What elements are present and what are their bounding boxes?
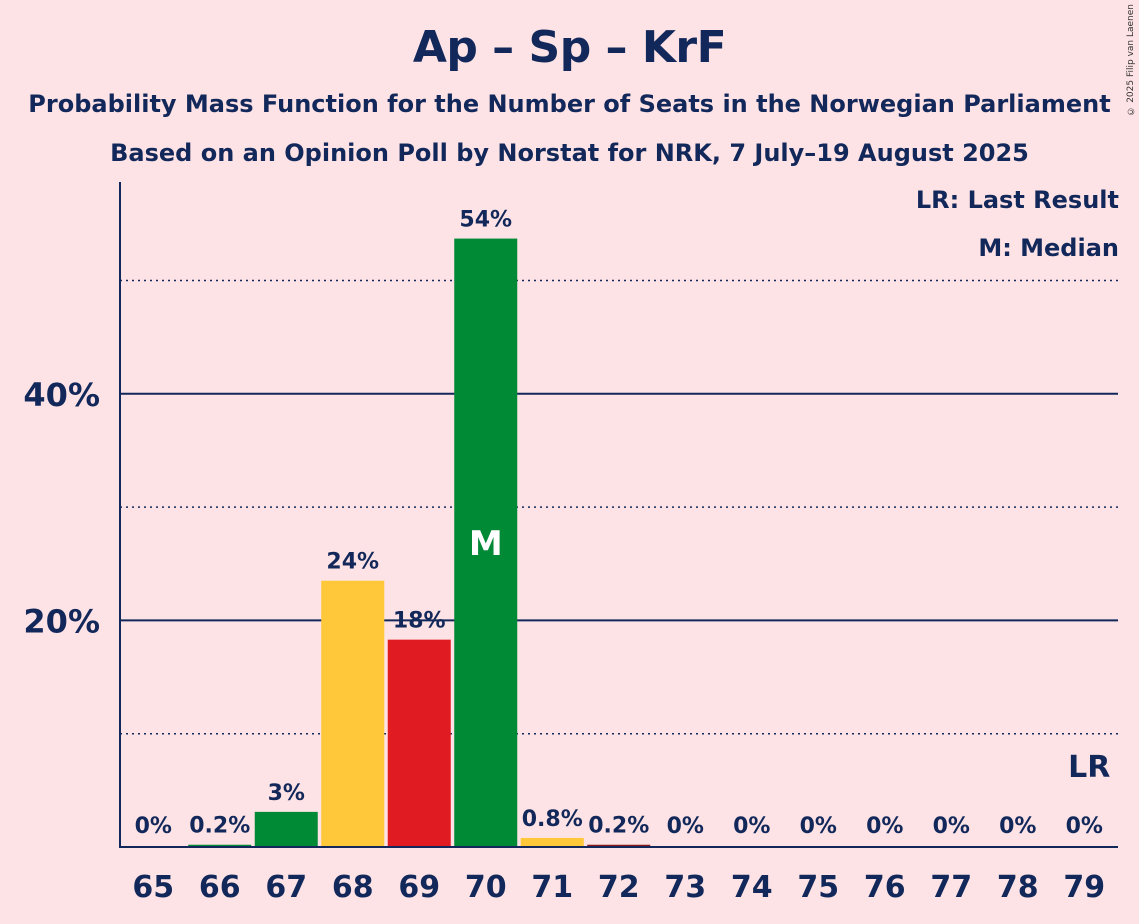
x-tick-label: 70: [465, 870, 507, 905]
x-tick-label: 73: [664, 870, 706, 905]
value-label-78: 0%: [999, 814, 1036, 839]
x-tick-label: 67: [265, 870, 307, 905]
x-tick-label: 79: [1063, 870, 1105, 905]
bar-71: [520, 837, 584, 847]
x-tick-label: 75: [797, 870, 839, 905]
value-label-65: 0%: [135, 814, 172, 839]
bar-69: [387, 639, 451, 847]
last-result-marker: LR: [1068, 750, 1110, 785]
chart-title: Ap – Sp – KrF: [412, 22, 727, 73]
x-tick-label: 77: [930, 870, 972, 905]
bars: [188, 238, 651, 848]
y-tick-label: 20%: [23, 602, 100, 640]
value-label-74: 0%: [733, 814, 770, 839]
bar-68: [321, 580, 385, 847]
legend-last-result: LR: Last Result: [915, 186, 1119, 214]
value-label-73: 0%: [667, 814, 704, 839]
value-label-75: 0%: [800, 814, 837, 839]
y-tick-label: 40%: [23, 376, 100, 414]
x-tick-label: 69: [398, 870, 440, 905]
chart-subtitle: Probability Mass Function for the Number…: [28, 90, 1111, 118]
x-tick-label: 78: [997, 870, 1039, 905]
value-label-69: 18%: [393, 609, 446, 634]
value-label-67: 3%: [268, 781, 305, 806]
value-label-68: 24%: [326, 550, 379, 575]
x-tick-label: 66: [199, 870, 241, 905]
value-label-66: 0.2%: [189, 814, 250, 839]
value-label-70: 54%: [459, 208, 512, 233]
bar-67: [254, 811, 318, 847]
value-labels: 0% 65 0.2% 66 3% 67 24% 68 18% 69 54% 70 M 0.8% 71 0.2%…: [132, 208, 1110, 905]
value-label-79: 0%: [1066, 814, 1103, 839]
median-marker: M: [469, 524, 503, 564]
x-tick-label: 68: [332, 870, 374, 905]
axes: [119, 182, 1118, 848]
gridlines: 20% 40%: [23, 279, 1118, 735]
legend-median: M: Median: [978, 234, 1119, 262]
value-label-77: 0%: [933, 814, 970, 839]
poll-source-subtitle: Based on an Opinion Poll by Norstat for …: [110, 139, 1029, 167]
x-tick-label: 76: [864, 870, 906, 905]
bar-70: [454, 238, 518, 848]
x-tick-label: 72: [598, 870, 640, 905]
bar-72: [587, 844, 651, 847]
value-label-76: 0%: [866, 814, 903, 839]
value-label-71: 0.8%: [522, 807, 583, 832]
x-tick-label: 65: [132, 870, 174, 905]
x-tick-label: 74: [731, 870, 773, 905]
bar-66: [188, 844, 252, 847]
x-tick-label: 71: [531, 870, 573, 905]
value-label-72: 0.2%: [588, 814, 649, 839]
